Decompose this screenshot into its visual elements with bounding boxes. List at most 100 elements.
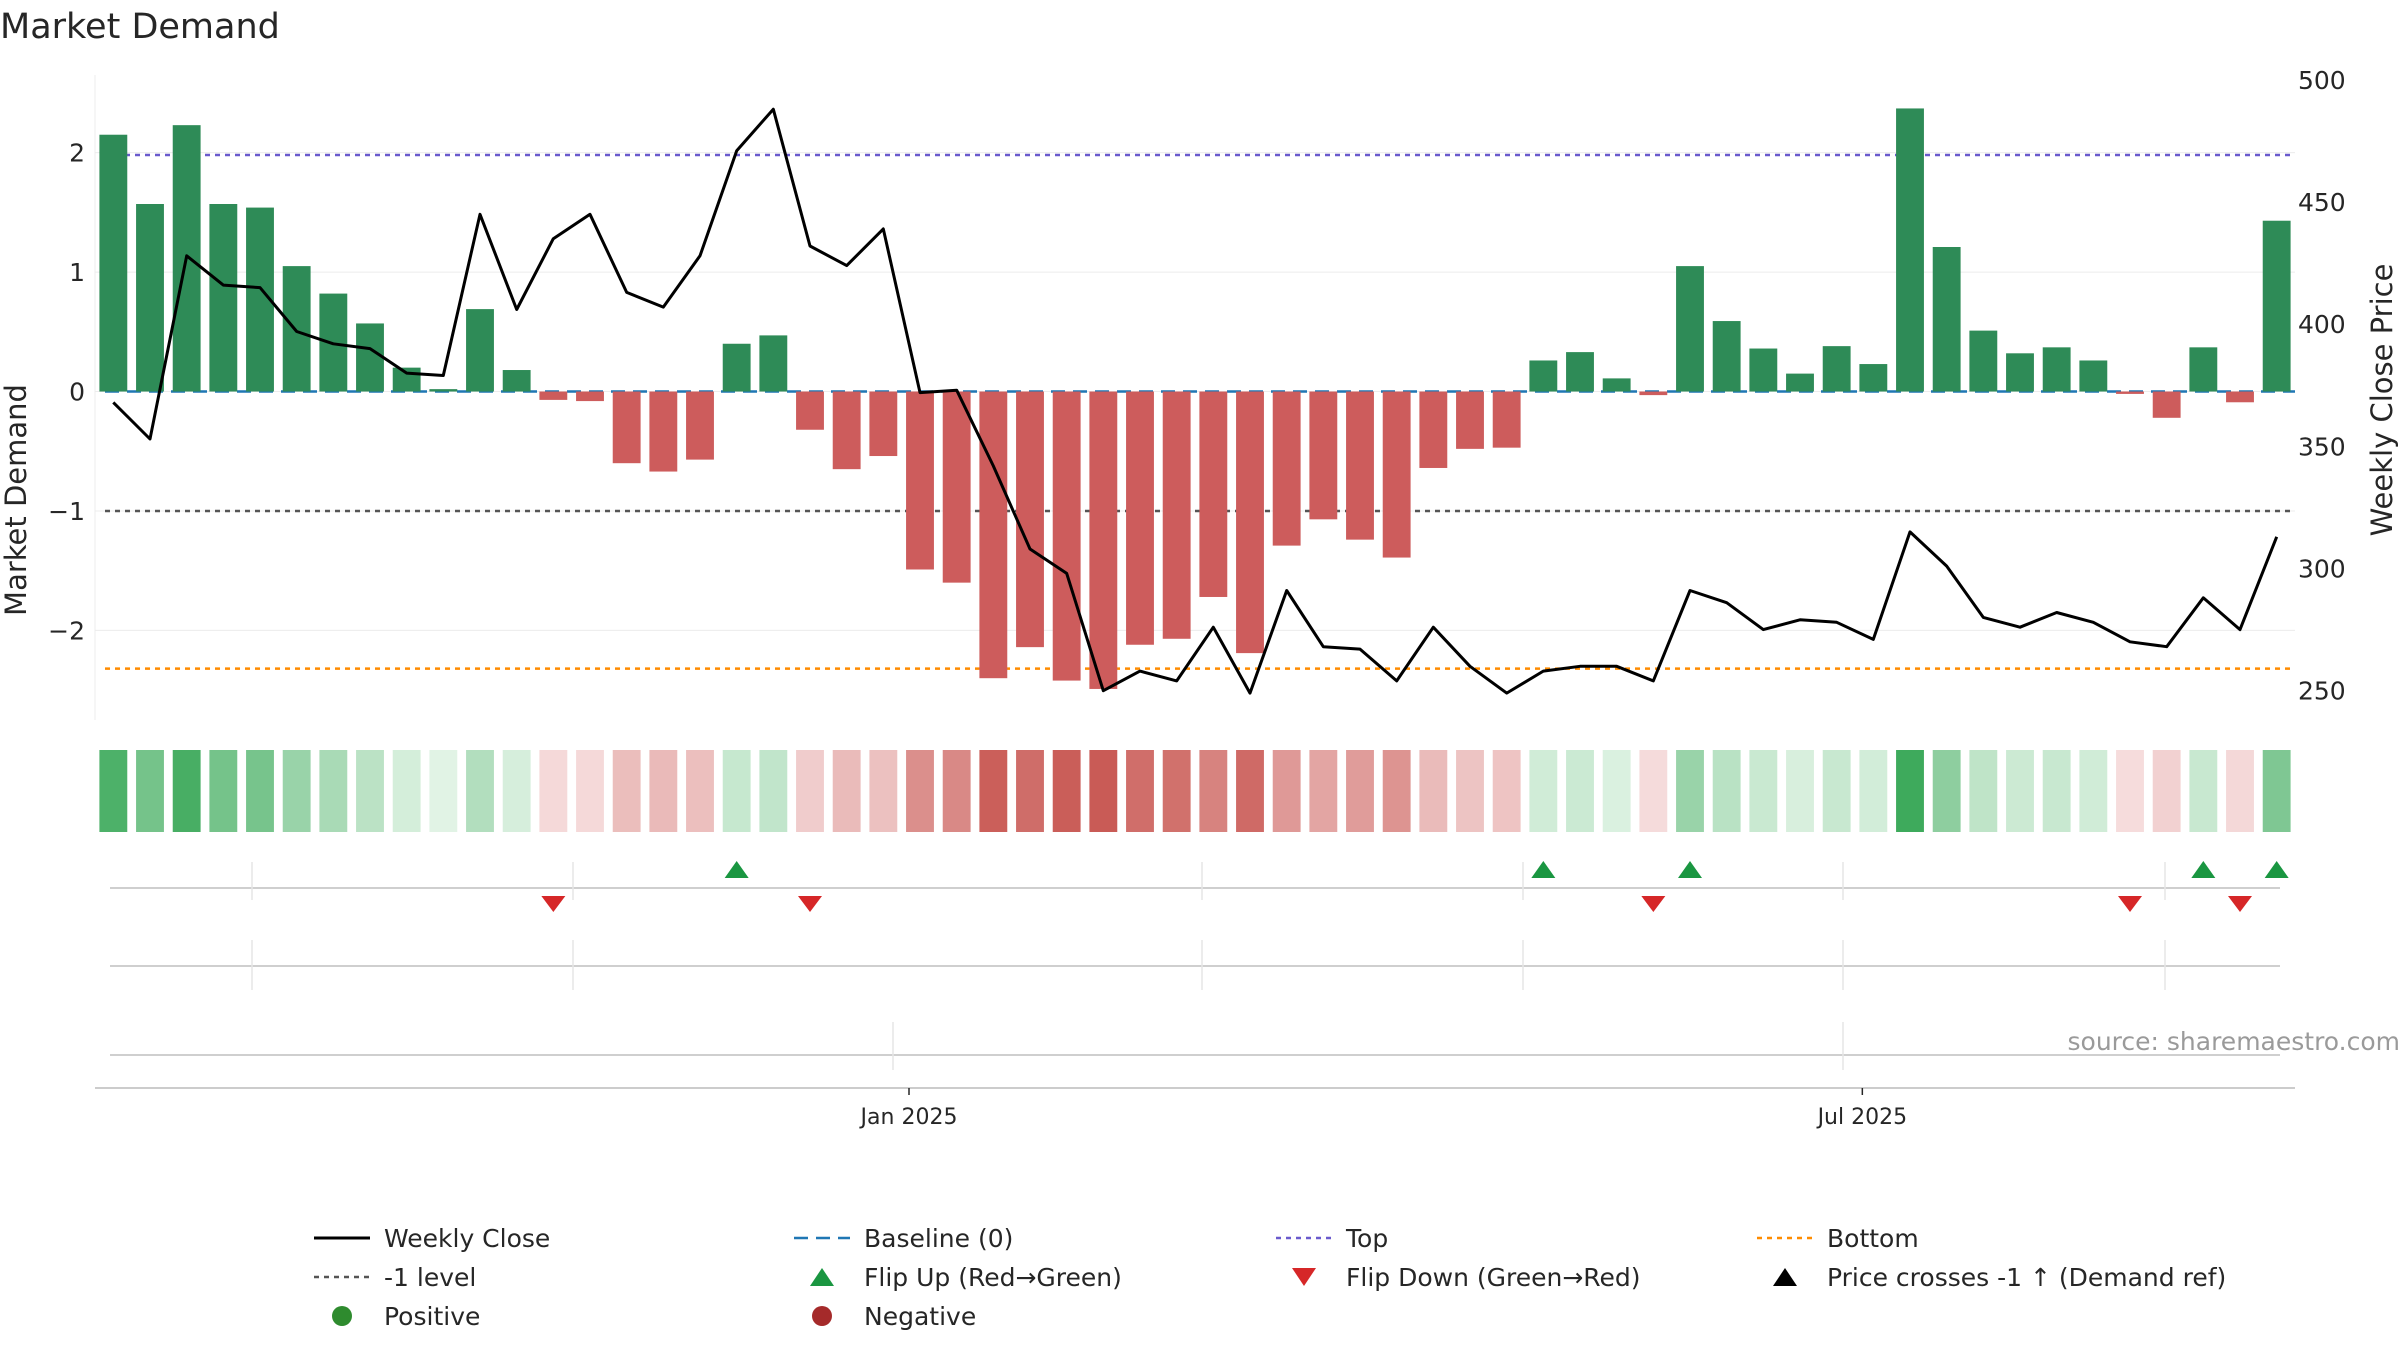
demand-bar: [1969, 330, 1998, 392]
heat-cell: [429, 750, 458, 832]
legend-label: Negative: [864, 1302, 976, 1331]
heat-cell: [649, 750, 678, 832]
demand-bar: [686, 391, 714, 460]
heat-cell: [942, 750, 971, 832]
heat-cell: [1749, 750, 1778, 832]
demand-bar: [1602, 378, 1631, 392]
legend-label: Price crosses -1 ↑ (Demand ref): [1827, 1263, 2226, 1292]
y-tick-label: 0: [69, 378, 85, 407]
flip-down-marker: [1641, 896, 1666, 912]
heat-cell: [759, 750, 788, 832]
demand-heat-strip: [99, 750, 2291, 832]
heat-cell: [722, 750, 751, 832]
flip-up-marker: [1678, 861, 1702, 878]
heat-cell: [1309, 750, 1338, 832]
demand-bar: [1712, 321, 1741, 392]
demand-bar: [1749, 348, 1778, 392]
demand-bar: [1162, 391, 1191, 639]
heat-cell: [209, 750, 238, 832]
heat-cell: [1712, 750, 1741, 832]
heat-cell: [1162, 750, 1191, 832]
heat-cell: [1126, 750, 1154, 832]
heat-cell: [2079, 750, 2108, 832]
flip-up-marker: [2264, 861, 2289, 878]
triangle-down-icon: [1292, 1268, 1316, 1286]
heat-cell: [1896, 750, 1924, 832]
demand-bar: [1309, 391, 1338, 520]
demand-bar: [1529, 360, 1558, 392]
heat-cell: [906, 750, 934, 832]
demand-bar: [1786, 373, 1814, 392]
flip-up-marker: [724, 861, 749, 878]
demand-bar: [1859, 364, 1888, 392]
demand-bar: [612, 391, 641, 464]
legend-label: Flip Down (Green→Red): [1346, 1263, 1641, 1292]
legend-symbol: [812, 1306, 832, 1326]
heat-cell: [1052, 750, 1081, 832]
legend-symbol: [1773, 1268, 1797, 1286]
x-tick-label: Jan 2025: [859, 1105, 958, 1130]
heat-cell: [1272, 750, 1301, 832]
y-tick-label: 1: [69, 258, 85, 287]
y2-tick-label: 400: [2298, 310, 2346, 339]
heat-cell: [1529, 750, 1558, 832]
heat-cell: [979, 750, 1008, 832]
triangle-up-icon: [810, 1268, 834, 1286]
demand-bar: [2116, 391, 2144, 394]
demand-bar: [466, 309, 494, 392]
heat-cell: [686, 750, 714, 832]
demand-bar: [392, 367, 421, 392]
heat-cell: [1089, 750, 1118, 832]
demand-bar: [759, 335, 788, 392]
heat-cell: [246, 750, 274, 832]
y-tick-label: −1: [48, 497, 85, 526]
y-axis-right: 250 300 350 400 450 500: [2298, 66, 2346, 706]
y-axis-left: −2 −1 0 1 2: [48, 139, 85, 646]
demand-bar: [576, 391, 604, 402]
legend-symbol: [1292, 1268, 1316, 1286]
demand-bar: [2079, 360, 2108, 392]
demand-bar: [209, 204, 238, 392]
heat-cell: [392, 750, 421, 832]
heat-cell: [1492, 750, 1521, 832]
heat-cell: [612, 750, 641, 832]
heat-cell: [99, 750, 128, 832]
demand-bar: [99, 134, 128, 392]
flip-up-marker: [2191, 861, 2216, 878]
heat-cell: [1566, 750, 1594, 832]
demand-bar: [796, 391, 824, 430]
y2-tick-label: 500: [2298, 66, 2346, 95]
chart-title: Market Demand: [0, 7, 280, 47]
demand-bar: [2006, 353, 2034, 392]
heat-cell: [2116, 750, 2144, 832]
heat-cell: [282, 750, 311, 832]
heat-cell: [1346, 750, 1374, 832]
demand-bar: [1382, 391, 1411, 558]
demand-bar: [869, 391, 898, 457]
heat-cell: [136, 750, 164, 832]
demand-bar: [1272, 391, 1301, 546]
heat-cell: [796, 750, 824, 832]
demand-bar: [1896, 108, 1924, 392]
demand-bars: [99, 108, 2291, 689]
circle-icon: [812, 1306, 832, 1326]
demand-bar: [906, 391, 934, 570]
demand-bar: [1492, 391, 1521, 448]
heat-cell: [466, 750, 494, 832]
demand-bar: [2042, 347, 2071, 392]
demand-bar: [1199, 391, 1228, 597]
flip-down-marker: [2228, 896, 2252, 912]
y2-tick-label: 350: [2298, 432, 2346, 461]
legend-label: Weekly Close: [384, 1224, 550, 1253]
heat-cell: [1932, 750, 1961, 832]
demand-bar: [832, 391, 861, 470]
flip-up-marker: [1531, 861, 1556, 878]
heat-cell: [576, 750, 604, 832]
heat-cell: [1676, 750, 1704, 832]
flip-markers: [95, 861, 2295, 1089]
y2-tick-label: 450: [2298, 188, 2346, 217]
heat-cell: [1199, 750, 1228, 832]
heat-cell: [1419, 750, 1448, 832]
heat-cell: [2226, 750, 2254, 832]
demand-bar: [1932, 247, 1961, 392]
